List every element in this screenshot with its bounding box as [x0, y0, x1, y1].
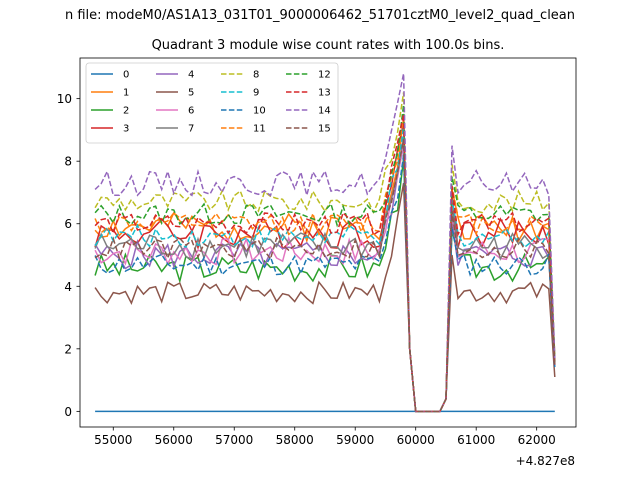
legend-label-11: 11 — [253, 124, 266, 135]
x-tick-label: 59000 — [336, 433, 374, 447]
y-tick-label: 2 — [64, 342, 72, 356]
x-tick-label: 58000 — [276, 433, 314, 447]
legend-label-12: 12 — [318, 70, 331, 81]
legend-box — [85, 62, 339, 144]
legend-label-7: 7 — [188, 124, 194, 135]
legend-label-5: 5 — [188, 88, 194, 99]
legend-label-15: 15 — [318, 124, 331, 135]
legend-label-4: 4 — [188, 70, 194, 81]
legend-label-13: 13 — [318, 88, 331, 99]
legend-label-3: 3 — [123, 124, 129, 135]
legend-label-8: 8 — [253, 70, 259, 81]
series-line-9 — [94, 126, 556, 413]
series-line-11 — [94, 114, 556, 413]
series-line-8 — [94, 92, 556, 413]
series-line-10 — [94, 154, 556, 413]
legend-label-9: 9 — [253, 88, 259, 99]
x-tick-label: 62000 — [518, 433, 556, 447]
y-axis: 0 2 4 6 8 10 — [57, 92, 80, 419]
series-line-2 — [94, 158, 556, 413]
legend-label-14: 14 — [318, 106, 331, 117]
y-tick-label: 8 — [64, 155, 72, 169]
series-line-13 — [94, 114, 556, 413]
y-tick-label: 4 — [64, 280, 72, 294]
y-tick-label: 0 — [64, 405, 72, 419]
series-line-6 — [94, 142, 556, 413]
x-tick-label: 61000 — [457, 433, 495, 447]
legend-label-6: 6 — [188, 106, 194, 117]
legend-label-2: 2 — [123, 106, 129, 117]
plot-frame — [79, 57, 577, 428]
x-tick-label: 60000 — [397, 433, 435, 447]
x-axis: 55000 56000 57000 58000 59000 60000 61000 62000 — [94, 427, 556, 447]
series-line-15 — [94, 139, 556, 413]
plot-area — [79, 57, 577, 428]
y-tick-label: 6 — [64, 217, 72, 231]
x-tick-label: 57000 — [215, 433, 253, 447]
series-line-7 — [94, 136, 556, 413]
y-tick-label: 10 — [57, 92, 72, 106]
x-offset-label: +4.827e8 — [516, 454, 575, 468]
legend-label-10: 10 — [253, 106, 266, 117]
x-tick-label: 56000 — [155, 433, 193, 447]
legend-label-1: 1 — [123, 88, 129, 99]
x-tick-label: 55000 — [94, 433, 132, 447]
series-line-1 — [94, 117, 556, 413]
chart-title: Quadrant 3 module wise count rates with … — [152, 38, 505, 53]
series-line-5 — [94, 182, 556, 413]
legend-label-0: 0 — [123, 70, 129, 81]
series-line-12 — [94, 104, 556, 413]
figure-suptitle: n file: modeM0/AS1A13_031T01_9000006462_… — [65, 8, 575, 23]
